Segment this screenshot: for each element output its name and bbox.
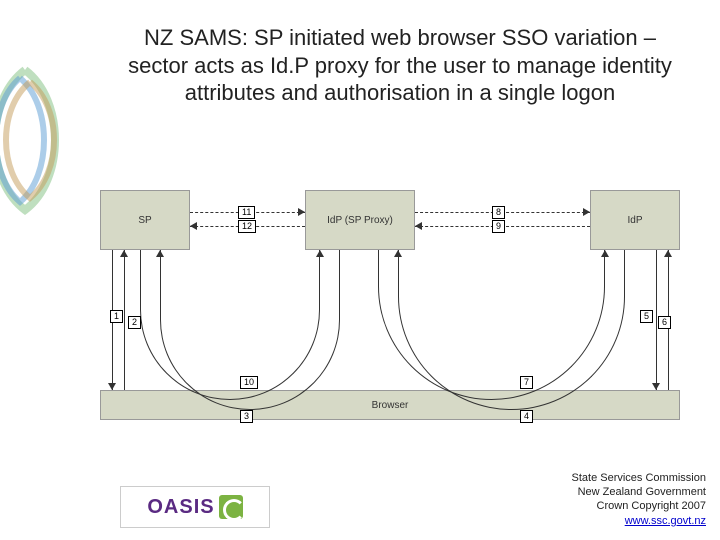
- step-label-4: 4: [520, 410, 533, 423]
- footer-link[interactable]: www.ssc.govt.nz: [625, 515, 706, 527]
- box-idp: IdP: [590, 190, 680, 250]
- oasis-logo-text: OASIS: [147, 496, 214, 519]
- dashed-arrowhead-1: [190, 222, 197, 230]
- step-label-3: 3: [240, 410, 253, 423]
- box-proxy: IdP (SP Proxy): [305, 190, 415, 250]
- vertical-arrowhead-0: [108, 383, 116, 390]
- arc-3: [398, 250, 625, 410]
- box-sp: SP: [100, 190, 190, 250]
- slide-title: NZ SAMS: SP initiated web browser SSO va…: [120, 24, 680, 107]
- arc-arrowhead-1: [156, 250, 164, 257]
- dashed-arrowhead-3: [415, 222, 422, 230]
- step-label-10: 10: [240, 376, 258, 389]
- sso-flow-diagram: SPIdP (SP Proxy)IdPBrowser12345678910111…: [100, 190, 690, 450]
- step-label-12: 12: [238, 220, 256, 233]
- dashed-arrowhead-2: [583, 208, 590, 216]
- arc-arrowhead-3: [394, 250, 402, 257]
- footer-line-1: State Services Commission: [572, 471, 707, 485]
- dashed-arrowhead-0: [298, 208, 305, 216]
- step-label-11: 11: [238, 206, 255, 219]
- footer-line-2: New Zealand Government: [572, 485, 707, 499]
- step-label-1: 1: [110, 310, 123, 323]
- vertical-arrowhead-1: [120, 250, 128, 257]
- step-label-7: 7: [520, 376, 533, 389]
- footer-line-3: Crown Copyright 2007: [572, 499, 707, 513]
- step-label-8: 8: [492, 206, 505, 219]
- footer-attribution: State Services Commission New Zealand Go…: [572, 471, 707, 528]
- slide-decoration-swirl: [0, 60, 80, 220]
- vertical-arrow-1: [124, 250, 125, 390]
- vertical-arrow-2: [656, 250, 657, 390]
- oasis-logo: OASIS: [120, 486, 270, 528]
- box-browser: Browser: [100, 390, 680, 420]
- vertical-arrowhead-3: [664, 250, 672, 257]
- step-label-2: 2: [128, 316, 141, 329]
- oasis-logo-icon: [219, 495, 243, 519]
- vertical-arrowhead-2: [652, 383, 660, 390]
- step-label-9: 9: [492, 220, 505, 233]
- step-label-5: 5: [640, 310, 653, 323]
- step-label-6: 6: [658, 316, 671, 329]
